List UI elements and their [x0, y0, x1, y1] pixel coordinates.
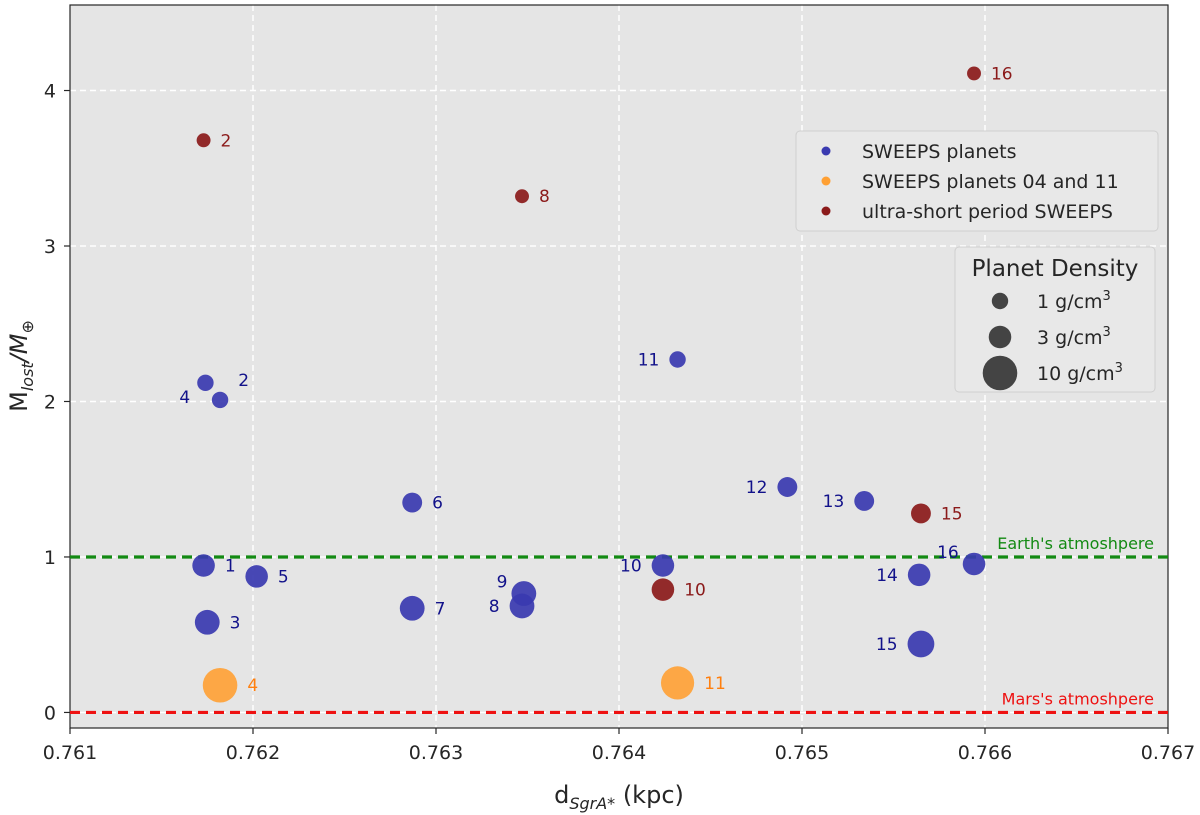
y-tick-label: 3: [44, 236, 56, 258]
y-tick-label: 2: [44, 391, 56, 413]
y-axis-label: Mlost/M⊕: [5, 320, 37, 412]
data-point: [511, 581, 537, 606]
point-label: 3: [230, 613, 241, 633]
data-point: [907, 630, 935, 658]
point-label: 1: [225, 557, 236, 577]
point-label: 11: [638, 351, 660, 371]
x-axis-label: dSgrA* (kpc): [554, 781, 684, 813]
data-point: [669, 351, 686, 368]
point-label: 14: [876, 566, 898, 586]
point-label: 5: [278, 567, 289, 587]
data-point: [967, 66, 981, 81]
point-label: 16: [937, 543, 959, 563]
density-legend-box: [954, 246, 1156, 393]
data-point: [192, 554, 215, 577]
y-tick-label: 4: [44, 81, 56, 103]
point-label: 8: [539, 187, 550, 207]
data-point: [197, 374, 214, 392]
series-legend: SWEEPS planets SWEEPS planets 04 and 11 ul…: [795, 130, 1159, 232]
density-legend-marker: [988, 325, 1012, 349]
point-label: 15: [876, 635, 898, 655]
point-label: 11: [704, 674, 726, 694]
data-point: [911, 503, 931, 524]
point-label: 4: [179, 388, 190, 408]
reference-lines: Earth's atmoshpere Mars's atmoshpere: [70, 534, 1168, 715]
y-tick-label: 0: [44, 702, 56, 724]
x-tick-label: 0.763: [409, 742, 463, 764]
data-point: [196, 133, 211, 148]
point-label: 10: [684, 581, 706, 601]
x-tick-label: 0.762: [226, 742, 280, 764]
data-point: [854, 491, 875, 511]
data-point: [651, 578, 675, 601]
data-point: [402, 492, 423, 513]
legend-marker: [821, 176, 831, 186]
data-point: [962, 552, 986, 576]
density-legend-label: 3 g/cm3: [1037, 325, 1111, 349]
point-label: 2: [238, 371, 249, 391]
legend-label: SWEEPS planets 04 and 11: [862, 171, 1119, 193]
legend-box: [795, 130, 1159, 232]
density-legend-marker: [991, 292, 1009, 310]
legend-label: ultra-short period SWEEPS: [862, 201, 1113, 223]
density-legend-label: 1 g/cm3: [1037, 289, 1111, 313]
density-legend-title: Planet Density: [972, 256, 1139, 282]
point-label: 16: [991, 64, 1013, 84]
density-legend: Planet Density 1 g/cm3 3 g/cm3 10 g/cm3: [954, 246, 1156, 393]
x-tick-label: 0.761: [43, 742, 97, 764]
x-tick-label: 0.764: [592, 742, 646, 764]
reference-line-label: Mars's atmoshpere: [1002, 689, 1154, 708]
reference-line-label: Earth's atmoshpere: [997, 534, 1154, 553]
x-tick-label: 0.766: [958, 742, 1012, 764]
x-tick-label: 0.765: [775, 742, 829, 764]
legend-marker: [821, 146, 831, 156]
point-label: 8: [489, 597, 500, 617]
data-point: [651, 554, 675, 577]
point-label: 10: [620, 557, 642, 577]
axis-labels: dSgrA* (kpc) Mlost/M⊕: [5, 320, 684, 813]
data-point: [660, 666, 695, 700]
point-label: 12: [746, 478, 768, 498]
data-point: [907, 563, 931, 587]
legend-marker: [821, 206, 831, 216]
data-point: [515, 189, 529, 204]
point-label: 9: [497, 573, 508, 593]
point-label: 4: [247, 676, 258, 696]
data-point: [245, 565, 268, 588]
data-point: [194, 609, 220, 635]
legend-label: SWEEPS planets: [862, 141, 1016, 163]
data-point: [399, 595, 425, 621]
data-point: [202, 667, 238, 703]
density-legend-marker: [982, 355, 1018, 391]
y-tick-label: 1: [44, 547, 56, 569]
point-label: 7: [435, 599, 446, 619]
point-label: 6: [432, 494, 443, 514]
plot-frame: [69, 4, 1169, 729]
data-point: [211, 391, 229, 409]
data-point: [777, 477, 798, 497]
point-label: 13: [823, 492, 845, 512]
density-legend-label: 10 g/cm3: [1037, 361, 1123, 385]
point-label: 15: [941, 504, 963, 524]
x-tick-label: 0.767: [1141, 742, 1195, 764]
point-label: 2: [221, 131, 232, 151]
